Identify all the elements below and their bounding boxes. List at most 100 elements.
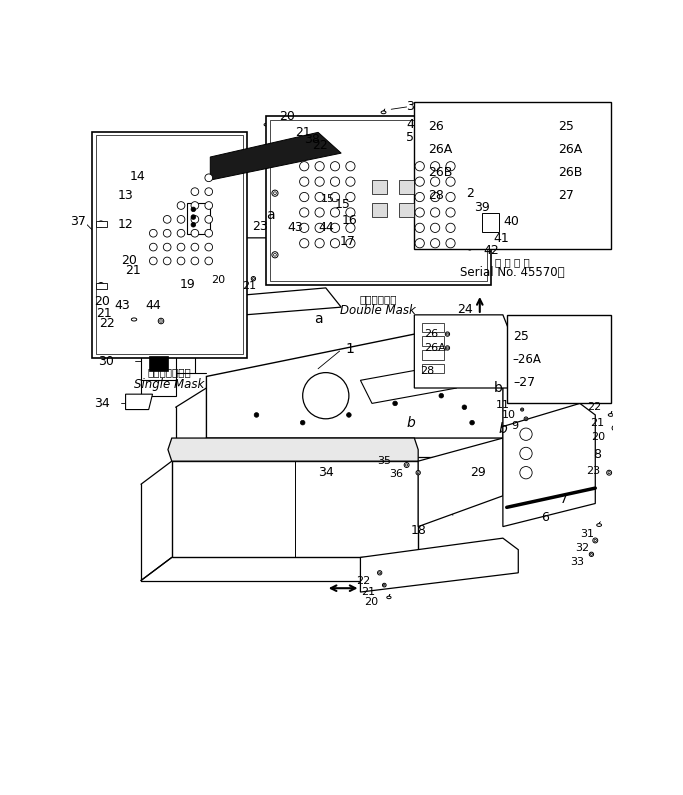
- Text: 22: 22: [357, 576, 370, 585]
- Circle shape: [346, 223, 355, 232]
- Circle shape: [389, 138, 394, 143]
- Ellipse shape: [131, 318, 137, 321]
- Polygon shape: [527, 192, 533, 196]
- Text: 27: 27: [558, 189, 574, 202]
- Text: 13: 13: [118, 189, 134, 202]
- Circle shape: [542, 357, 548, 363]
- Text: 38: 38: [304, 133, 320, 145]
- Text: 5: 5: [406, 131, 415, 144]
- Text: 26: 26: [428, 120, 444, 133]
- Ellipse shape: [609, 413, 613, 417]
- Bar: [187, 204, 210, 234]
- Circle shape: [130, 311, 134, 316]
- Text: 42: 42: [484, 244, 499, 257]
- Text: 24: 24: [457, 303, 473, 316]
- Text: 15: 15: [320, 194, 335, 204]
- Circle shape: [272, 252, 278, 258]
- Circle shape: [416, 471, 420, 475]
- Circle shape: [430, 238, 440, 248]
- Circle shape: [331, 219, 333, 221]
- Circle shape: [464, 145, 469, 150]
- Circle shape: [346, 207, 355, 217]
- Circle shape: [324, 205, 328, 209]
- Polygon shape: [418, 438, 503, 526]
- Circle shape: [205, 215, 212, 223]
- Circle shape: [378, 572, 380, 574]
- Text: 35: 35: [377, 456, 391, 466]
- Bar: [96, 221, 107, 227]
- Ellipse shape: [176, 259, 180, 262]
- Text: 28: 28: [428, 189, 444, 202]
- Ellipse shape: [615, 440, 619, 444]
- Text: 21: 21: [96, 307, 112, 320]
- Circle shape: [346, 161, 355, 171]
- Circle shape: [613, 427, 615, 429]
- Bar: [422, 336, 443, 346]
- Circle shape: [331, 207, 339, 217]
- Text: b: b: [499, 422, 507, 436]
- Text: 11: 11: [496, 400, 510, 410]
- Bar: [422, 323, 443, 332]
- Circle shape: [415, 177, 424, 186]
- Text: 16: 16: [342, 214, 357, 227]
- Text: 14: 14: [130, 170, 145, 183]
- Circle shape: [177, 202, 185, 209]
- Ellipse shape: [301, 241, 307, 244]
- Circle shape: [544, 382, 546, 384]
- Text: 21: 21: [242, 281, 256, 291]
- Circle shape: [135, 322, 137, 324]
- Polygon shape: [279, 207, 364, 238]
- Circle shape: [465, 169, 468, 172]
- Circle shape: [191, 230, 199, 237]
- Circle shape: [430, 161, 440, 171]
- Text: 22: 22: [99, 317, 115, 330]
- Ellipse shape: [543, 335, 548, 338]
- Text: Serial No. 45570～: Serial No. 45570～: [460, 266, 565, 279]
- Text: 20: 20: [122, 254, 137, 267]
- Text: 39: 39: [473, 201, 490, 215]
- Circle shape: [177, 215, 185, 223]
- Text: 20: 20: [94, 295, 110, 308]
- Bar: [422, 364, 443, 374]
- Circle shape: [447, 333, 449, 335]
- Circle shape: [479, 236, 481, 238]
- Circle shape: [383, 584, 385, 586]
- Circle shape: [191, 215, 195, 219]
- Polygon shape: [156, 250, 187, 261]
- Circle shape: [205, 188, 212, 196]
- Circle shape: [177, 230, 185, 237]
- Circle shape: [464, 168, 469, 173]
- Circle shape: [390, 139, 393, 142]
- Circle shape: [415, 192, 424, 202]
- Circle shape: [191, 188, 199, 196]
- Text: 21: 21: [590, 417, 604, 428]
- Circle shape: [303, 373, 349, 419]
- Circle shape: [346, 238, 355, 248]
- Text: 20: 20: [279, 111, 296, 123]
- Bar: [415, 102, 611, 250]
- Polygon shape: [210, 132, 342, 180]
- Circle shape: [446, 238, 455, 248]
- Text: 10: 10: [502, 410, 516, 420]
- Text: 43: 43: [115, 299, 130, 312]
- Text: 34: 34: [94, 397, 110, 410]
- Circle shape: [415, 161, 424, 171]
- Circle shape: [439, 394, 443, 398]
- Text: 41: 41: [494, 232, 510, 245]
- Text: 12: 12: [118, 219, 134, 231]
- Circle shape: [191, 243, 199, 251]
- Circle shape: [191, 202, 199, 209]
- Circle shape: [608, 471, 610, 474]
- Circle shape: [417, 471, 419, 474]
- Circle shape: [446, 192, 455, 202]
- Text: 21: 21: [361, 587, 375, 597]
- Circle shape: [331, 223, 339, 232]
- Circle shape: [446, 161, 455, 171]
- Ellipse shape: [125, 302, 130, 304]
- Circle shape: [285, 137, 287, 139]
- Circle shape: [134, 321, 139, 325]
- Circle shape: [393, 401, 398, 405]
- Text: 18: 18: [410, 524, 426, 537]
- Bar: [149, 355, 168, 371]
- Circle shape: [98, 221, 104, 227]
